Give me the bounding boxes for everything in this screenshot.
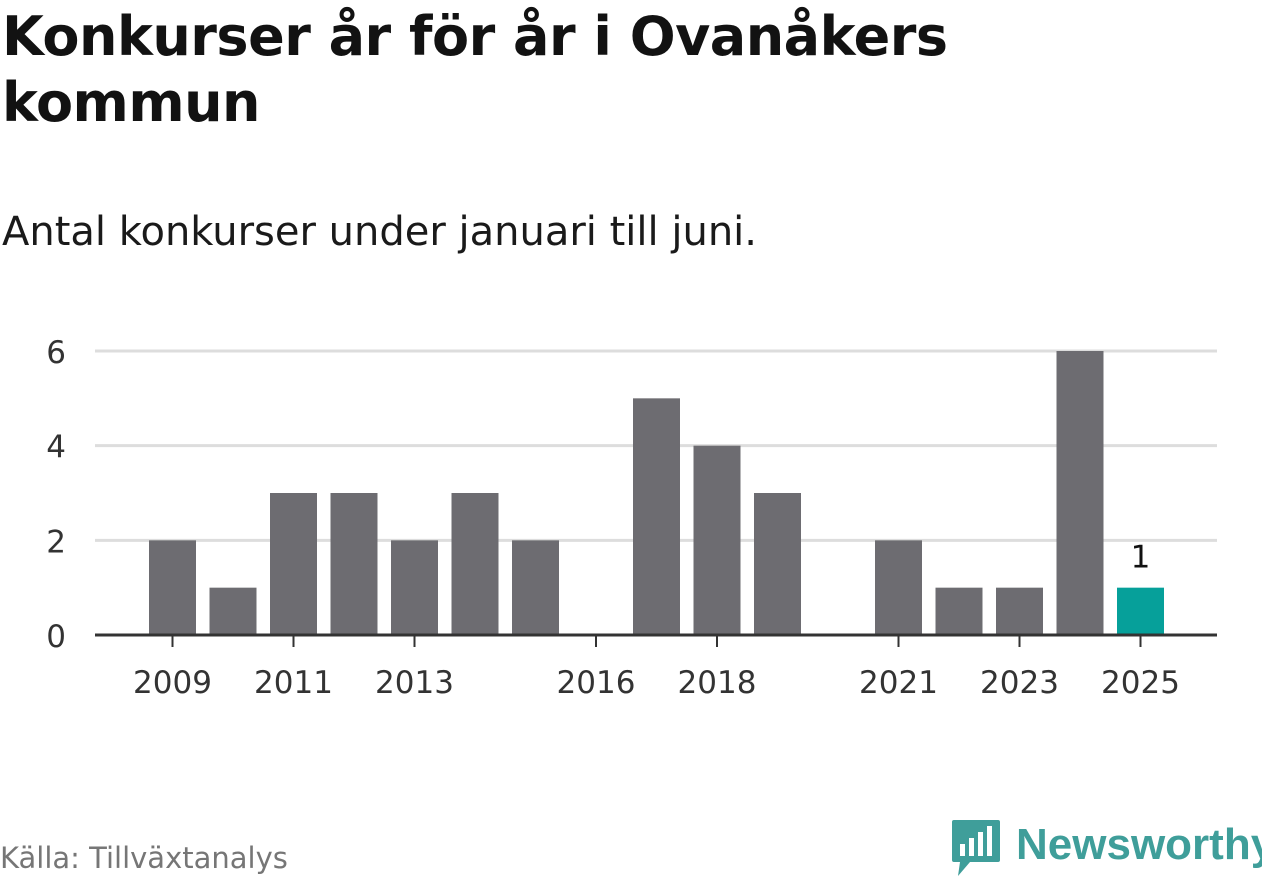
bar [391,540,438,635]
bar [935,587,983,635]
bar [149,540,196,635]
bar-chart: 0 2 4 6 2009 2011 2013 2016 2018 2021 2023 2025 1 [46,335,1217,701]
bar [451,493,499,635]
bar [875,540,922,635]
bar [754,493,801,635]
x-tick-label: 2016 [557,665,636,701]
bar [693,445,741,635]
x-tick-label: 2025 [1101,665,1180,701]
y-tick-label: 0 [46,619,66,655]
chart-title: Konkurser år för år i Ovanåkers kommun [2,5,948,134]
y-tick-label: 6 [46,335,66,371]
x-axis-ticks: 2009 2011 2013 2016 2018 2021 2023 2025 [95,633,1217,701]
x-tick-label: 2018 [678,665,757,701]
bar [270,493,317,635]
bar [996,587,1043,635]
x-tick-label: 2009 [133,665,212,701]
bar [633,398,680,635]
y-axis-ticks: 0 2 4 6 [46,335,66,655]
x-tick-label: 2023 [980,665,1059,701]
source-note: Källa: Tillväxtanalys [0,841,288,875]
brand-logo: Newsworthy [950,818,1262,880]
bar [209,587,257,635]
brand-name: Newsworthy [1016,820,1262,869]
x-tick-label: 2011 [254,665,333,701]
y-tick-label: 4 [46,430,66,466]
bars [149,351,1164,635]
y-tick-label: 2 [46,524,66,560]
bar-chart-speech-bubble-icon [952,820,1000,876]
data-labels: 1 [1131,540,1151,576]
bar [330,493,378,635]
data-label: 1 [1131,540,1151,576]
chart-subtitle: Antal konkurser under januari till juni. [2,209,757,255]
bar [1056,351,1104,635]
bar [512,540,559,635]
x-tick-label: 2013 [375,665,454,701]
bar-highlight [1117,587,1164,635]
x-tick-label: 2021 [859,665,938,701]
